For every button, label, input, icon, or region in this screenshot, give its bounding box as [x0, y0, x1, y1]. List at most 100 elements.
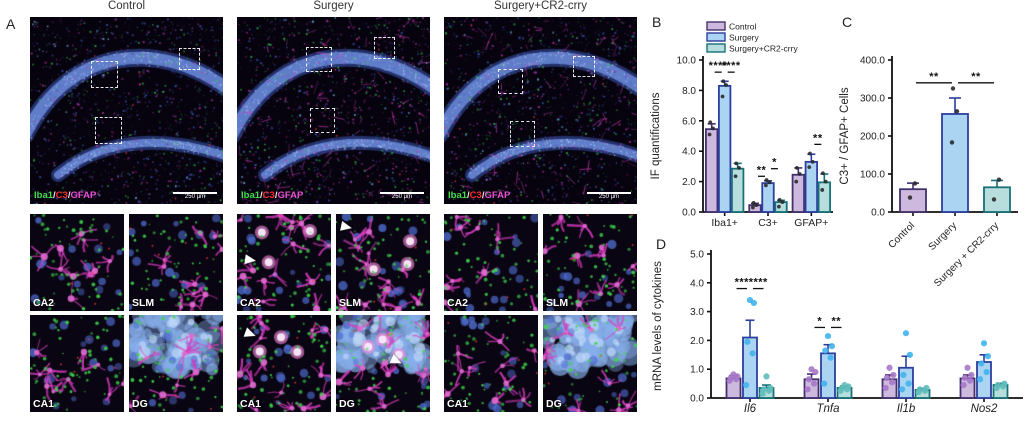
- micrograph-column-control: Control Iba1/C3/GFAP 250 µm CA2 SLM CA1 DG: [30, 0, 223, 412]
- data-point: [751, 205, 755, 210]
- arrowhead-icon: [243, 254, 257, 266]
- svg-text:300.0: 300.0: [860, 94, 885, 105]
- data-point: [737, 166, 741, 170]
- svg-text:IF quantifications: IF quantifications: [650, 92, 662, 179]
- data-point: [754, 203, 759, 208]
- inset-label: SLM: [546, 297, 569, 309]
- inset-label: CA2: [447, 297, 469, 309]
- data-point: [994, 381, 1001, 389]
- svg-text:**: **: [813, 132, 823, 144]
- legend-swatch: [706, 32, 726, 42]
- inset-label: DG: [132, 398, 148, 410]
- data-point: [821, 380, 828, 387]
- data-point: [899, 386, 906, 393]
- bar: [705, 128, 719, 213]
- svg-text:Nos2: Nos2: [971, 403, 998, 415]
- data-point: [906, 351, 913, 358]
- scale-bar-line: [587, 192, 631, 194]
- data-point: [734, 161, 739, 166]
- inset-region-box: [374, 37, 396, 59]
- svg-text:*: *: [772, 157, 777, 169]
- data-point: [808, 366, 815, 373]
- svg-text:GFAP+: GFAP+: [794, 217, 828, 229]
- bar: [742, 336, 758, 399]
- inset-label: CA1: [447, 398, 469, 410]
- data-point: [780, 200, 785, 205]
- bar: [774, 201, 788, 213]
- data-point: [749, 350, 756, 357]
- data-point: [883, 374, 890, 381]
- data-point: [733, 174, 738, 179]
- group-title: Surgery+CR2-crry: [494, 0, 587, 12]
- inset-ca1: CA1: [237, 315, 331, 412]
- svg-text:Il1b: Il1b: [897, 403, 916, 415]
- inset-ca2: CA2: [444, 214, 538, 311]
- hippocampus-overview-image: Iba1/C3/GFAP 250 µm: [237, 17, 430, 204]
- data-point: [949, 140, 955, 145]
- data-point: [751, 200, 756, 205]
- data-point: [886, 364, 893, 371]
- channel-label: Iba1: [448, 190, 468, 201]
- inset-slm: SLM: [336, 214, 430, 311]
- data-point: [950, 86, 956, 91]
- data-point: [720, 94, 725, 99]
- data-point: [900, 371, 907, 379]
- data-point: [823, 179, 828, 184]
- data-point: [890, 371, 897, 379]
- svg-text:Surgery: Surgery: [729, 33, 760, 43]
- data-point: [991, 197, 997, 202]
- svg-text:3.0: 3.0: [690, 307, 704, 318]
- data-point: [996, 177, 1002, 182]
- bar: [761, 182, 775, 213]
- data-point: [777, 204, 781, 209]
- inset-grid: CA2 SLM CA1 DG: [237, 214, 430, 412]
- channel-label: /: [67, 190, 71, 201]
- chart-if-quantifications: 0.0 2.0 4.0 6.0 8.0 10.0 IF quantifications Iba…: [650, 21, 833, 229]
- panel-b-label: B: [652, 14, 662, 30]
- data-point: [711, 126, 715, 131]
- inset-slm: SLM: [543, 214, 637, 311]
- svg-text:0.0: 0.0: [690, 394, 704, 405]
- hippocampus-overview-image: Iba1/C3/GFAP 250 µm: [444, 17, 637, 204]
- svg-text:8.0: 8.0: [682, 86, 696, 97]
- group-title: Control: [107, 0, 146, 12]
- svg-text:****: ****: [722, 60, 741, 72]
- channel-label: C3: [262, 190, 275, 201]
- inset-region-box: [509, 121, 535, 147]
- data-point: [777, 197, 782, 202]
- channel-label: /: [260, 190, 263, 201]
- data-point: [954, 109, 960, 114]
- svg-text:**: **: [757, 164, 767, 176]
- svg-text:****: ****: [709, 60, 728, 72]
- svg-text:Iba1+: Iba1+: [711, 217, 738, 229]
- inset-label: CA1: [33, 398, 55, 410]
- channel-label: C3: [469, 190, 482, 201]
- data-point: [767, 180, 772, 185]
- data-point: [984, 353, 991, 360]
- svg-text:4.0: 4.0: [682, 147, 696, 158]
- svg-text:**: **: [971, 71, 981, 83]
- svg-text:100.0: 100.0: [860, 170, 885, 181]
- bar: [899, 188, 927, 213]
- svg-text:6.0: 6.0: [682, 116, 696, 127]
- data-point: [822, 347, 829, 354]
- svg-text:Surgery+CR2-crry: Surgery+CR2-crry: [729, 44, 798, 54]
- svg-text:10.0: 10.0: [677, 56, 697, 67]
- bar: [718, 84, 732, 213]
- scale-bar: 250 µm: [173, 192, 217, 201]
- channel-label: /: [467, 190, 470, 201]
- svg-text:Il6: Il6: [744, 403, 757, 415]
- bar: [791, 173, 805, 213]
- scale-bar-label: 250 µm: [598, 194, 620, 200]
- data-point: [810, 159, 815, 164]
- data-point: [764, 183, 768, 188]
- data-point: [760, 386, 767, 393]
- channel-legend: Iba1/C3/GFAP: [448, 190, 510, 201]
- data-point: [743, 381, 750, 389]
- panel-a-label: A: [6, 16, 16, 32]
- bar: [817, 181, 831, 213]
- bar: [804, 160, 818, 213]
- data-point: [794, 179, 799, 184]
- scale-bar-line: [380, 192, 424, 194]
